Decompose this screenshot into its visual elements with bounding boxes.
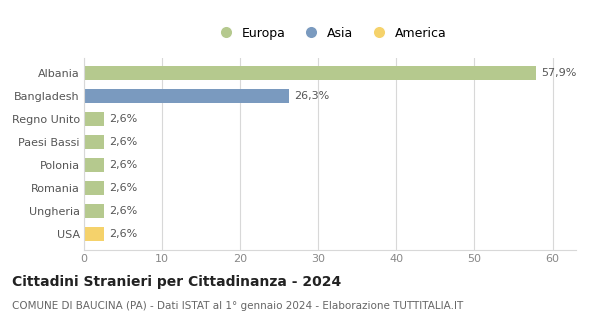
Bar	[84, 227, 104, 241]
Bar	[84, 112, 104, 126]
Text: COMUNE DI BAUCINA (PA) - Dati ISTAT al 1° gennaio 2024 - Elaborazione TUTTITALIA: COMUNE DI BAUCINA (PA) - Dati ISTAT al 1…	[12, 301, 463, 311]
Text: 2,6%: 2,6%	[109, 229, 137, 239]
Bar	[84, 204, 104, 218]
Bar	[84, 181, 104, 195]
Text: 2,6%: 2,6%	[109, 206, 137, 216]
Text: 2,6%: 2,6%	[109, 160, 137, 170]
Text: 2,6%: 2,6%	[109, 137, 137, 147]
Bar	[84, 158, 104, 172]
Text: 2,6%: 2,6%	[109, 183, 137, 193]
Legend: Europa, Asia, America: Europa, Asia, America	[208, 22, 452, 44]
Bar	[84, 89, 289, 103]
Text: 57,9%: 57,9%	[541, 68, 576, 78]
Text: Cittadini Stranieri per Cittadinanza - 2024: Cittadini Stranieri per Cittadinanza - 2…	[12, 275, 341, 289]
Bar	[84, 66, 536, 80]
Text: 2,6%: 2,6%	[109, 114, 137, 124]
Bar	[84, 135, 104, 149]
Text: 26,3%: 26,3%	[294, 91, 329, 101]
